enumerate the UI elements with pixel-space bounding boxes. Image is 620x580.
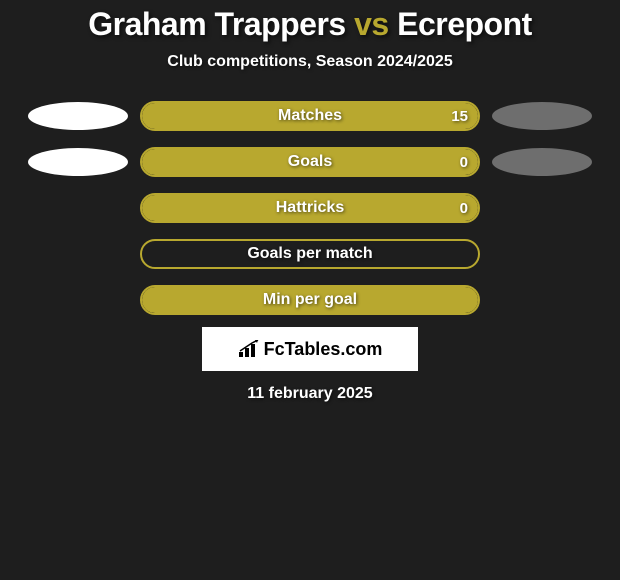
- stat-label: Goals per match: [247, 245, 372, 263]
- stat-label: Goals: [288, 153, 332, 171]
- page-title: Graham Trappers vs Ecrepont: [88, 6, 532, 43]
- stat-row: Goals 0: [0, 147, 620, 177]
- player1-marker: [28, 148, 128, 176]
- stat-value: 15: [451, 108, 468, 125]
- stat-pill: Hattricks 0: [140, 193, 480, 223]
- spacer: [492, 286, 592, 314]
- stat-row: Matches 15: [0, 101, 620, 131]
- stat-label: Hattricks: [276, 199, 344, 217]
- bar-chart-icon: [238, 340, 260, 358]
- brand-badge: FcTables.com: [202, 327, 418, 371]
- subtitle: Club competitions, Season 2024/2025: [167, 53, 452, 71]
- player2-marker: [492, 102, 592, 130]
- player2-marker: [492, 148, 592, 176]
- spacer: [492, 194, 592, 222]
- stat-pill: Min per goal: [140, 285, 480, 315]
- spacer: [492, 240, 592, 268]
- stat-pill: Matches 15: [140, 101, 480, 131]
- stat-pill: Goals 0: [140, 147, 480, 177]
- stat-row: Goals per match: [0, 239, 620, 269]
- player1-name: Graham Trappers: [88, 6, 346, 42]
- date-label: 11 february 2025: [247, 385, 372, 403]
- spacer: [28, 194, 128, 222]
- stat-label: Min per goal: [263, 291, 357, 309]
- player1-marker: [28, 102, 128, 130]
- player2-name: Ecrepont: [397, 6, 532, 42]
- stat-value: 0: [460, 154, 468, 171]
- spacer: [28, 286, 128, 314]
- vs-separator: vs: [354, 6, 389, 42]
- stat-row: Hattricks 0: [0, 193, 620, 223]
- stat-pill: Goals per match: [140, 239, 480, 269]
- stat-label: Matches: [278, 107, 342, 125]
- spacer: [28, 240, 128, 268]
- brand-text: FcTables.com: [264, 339, 383, 360]
- stat-value: 0: [460, 200, 468, 217]
- stats-container: Matches 15 Goals 0 Hattricks 0 Goals per match…: [0, 101, 620, 315]
- stat-row: Min per goal: [0, 285, 620, 315]
